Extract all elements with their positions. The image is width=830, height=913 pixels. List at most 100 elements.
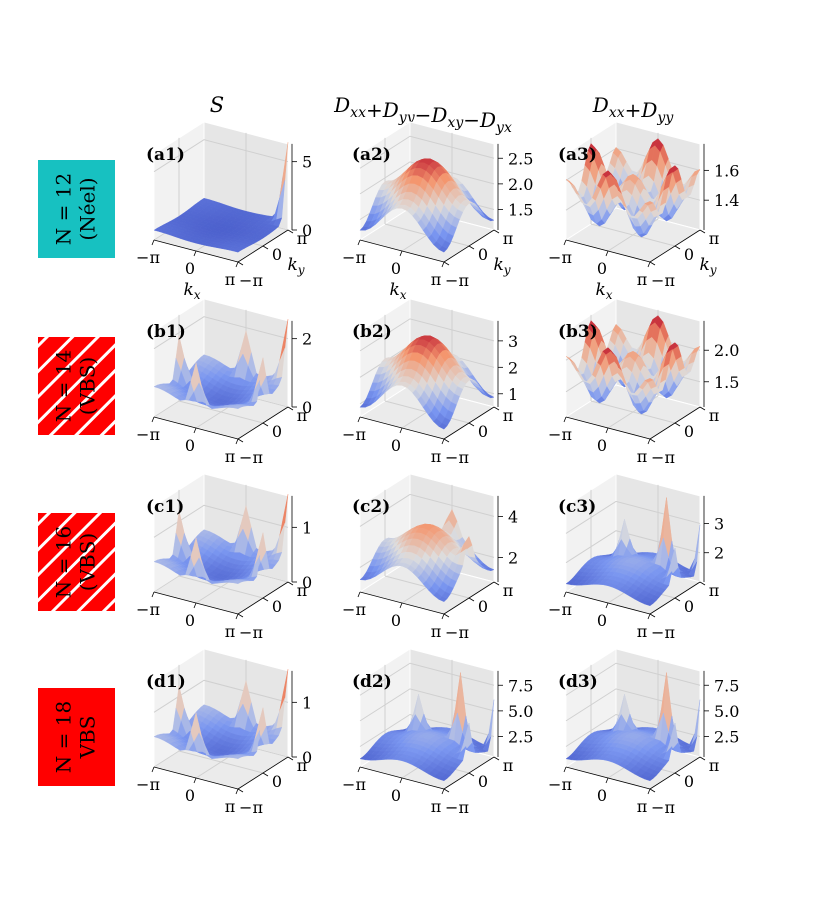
panel-label: (c3) bbox=[558, 497, 596, 517]
surface-cell bbox=[232, 248, 242, 253]
ky-tick-label: π bbox=[297, 406, 308, 425]
panel-label: (b3) bbox=[558, 322, 598, 342]
kx-tick-label: −π bbox=[136, 775, 160, 794]
z-tick-label: 1.5 bbox=[714, 373, 739, 392]
ky-tick-label: −π bbox=[445, 271, 469, 290]
panel-label: (a2) bbox=[352, 145, 391, 165]
ky-tick-label: 0 bbox=[478, 772, 488, 791]
surface bbox=[359, 672, 495, 782]
ky-tick-label: 0 bbox=[272, 245, 282, 264]
surface bbox=[565, 315, 701, 415]
surface-cell bbox=[438, 423, 448, 430]
surface bbox=[359, 508, 495, 602]
surface-cell bbox=[438, 596, 448, 602]
surface bbox=[359, 335, 495, 430]
kx-tick-label: 0 bbox=[597, 436, 607, 455]
kx-tick-label: −π bbox=[548, 425, 572, 444]
z-tick-label: 1 bbox=[508, 385, 518, 404]
ky-tick-label: 0 bbox=[272, 597, 282, 616]
panel-label: (d2) bbox=[352, 672, 392, 692]
row-label-1: N = 12 (Néel) bbox=[38, 160, 115, 258]
z-tick-label: 1.5 bbox=[508, 201, 533, 220]
ky-tick-label: π bbox=[503, 406, 514, 425]
kx-tick-label: −π bbox=[548, 248, 572, 267]
kx-tick-label: 0 bbox=[597, 786, 607, 805]
row-label-2: N = 14 (VBS) bbox=[38, 337, 115, 435]
ky-tick-label: −π bbox=[445, 798, 469, 817]
surface bbox=[153, 319, 289, 409]
kx-tick-label: π bbox=[431, 797, 442, 816]
row-label-box bbox=[38, 160, 115, 258]
kx-tick-label: −π bbox=[342, 248, 366, 267]
z-tick-label: 5 bbox=[302, 153, 312, 172]
row-label-n: N = 12 bbox=[52, 173, 76, 245]
surface bbox=[565, 138, 701, 238]
surface bbox=[153, 142, 289, 253]
ky-tick-label: 0 bbox=[272, 772, 282, 791]
kx-tick-label: 0 bbox=[391, 611, 401, 630]
kx-tick-label: 0 bbox=[597, 259, 607, 278]
ky-tick-label: −π bbox=[445, 623, 469, 642]
kx-tick-label: 0 bbox=[185, 611, 195, 630]
kx-tick-label: π bbox=[637, 270, 648, 289]
ky-tick-label: π bbox=[709, 406, 720, 425]
surface bbox=[153, 669, 289, 759]
z-tick-label: 1 bbox=[302, 693, 312, 712]
kx-tick-label: 0 bbox=[185, 436, 195, 455]
z-tick-label: 7.5 bbox=[508, 676, 533, 695]
ky-tick-label: −π bbox=[445, 448, 469, 467]
ky-tick-label: −π bbox=[651, 448, 675, 467]
column-header-s: S bbox=[210, 93, 224, 117]
row-label-n: N = 16 bbox=[52, 526, 76, 598]
row-label-4: N = 18 VBS bbox=[38, 688, 115, 786]
row-label-box bbox=[38, 688, 115, 786]
ky-tick-label: −π bbox=[651, 798, 675, 817]
z-tick-label: 1.6 bbox=[714, 161, 739, 180]
kx-tick-label: π bbox=[637, 622, 648, 641]
row-label-box bbox=[38, 513, 115, 611]
ky-tick-label: 0 bbox=[478, 245, 488, 264]
kx-tick-label: π bbox=[637, 447, 648, 466]
ky-tick-label: 0 bbox=[684, 422, 694, 441]
kx-tick-label: −π bbox=[342, 425, 366, 444]
ky-tick-label: 0 bbox=[478, 422, 488, 441]
kx-tick-label: π bbox=[431, 447, 442, 466]
kx-tick-label: 0 bbox=[391, 436, 401, 455]
panel-label: (c1) bbox=[146, 497, 184, 517]
surface-cell bbox=[644, 201, 654, 206]
kx-tick-label: −π bbox=[136, 600, 160, 619]
kx-tick-label: π bbox=[637, 797, 648, 816]
surface-cell bbox=[644, 776, 654, 782]
ky-tick-label: π bbox=[503, 756, 514, 775]
kx-tick-label: −π bbox=[136, 248, 160, 267]
z-tick-label: 4 bbox=[508, 507, 518, 526]
kx-tick-label: −π bbox=[548, 775, 572, 794]
surface-cell bbox=[644, 378, 654, 383]
surface bbox=[359, 158, 495, 253]
panel-label: (c2) bbox=[352, 497, 390, 517]
kx-tick-label: −π bbox=[136, 425, 160, 444]
z-tick-label: 0 bbox=[302, 573, 312, 592]
z-tick-label: 2.5 bbox=[508, 149, 533, 168]
z-tick-label: 2 bbox=[508, 548, 518, 567]
panel-label: (b2) bbox=[352, 322, 392, 342]
ky-tick-label: 0 bbox=[478, 597, 488, 616]
row-label-n: N = 18 bbox=[52, 701, 76, 773]
row-label-phase: VBS bbox=[76, 716, 100, 760]
row-label-phase: (VBS) bbox=[76, 357, 100, 415]
kx-tick-label: π bbox=[225, 270, 236, 289]
row-label-n: N = 14 bbox=[52, 350, 76, 422]
kx-tick-label: −π bbox=[342, 775, 366, 794]
kx-axis-label: kx bbox=[183, 280, 200, 302]
kx-tick-label: 0 bbox=[597, 611, 607, 630]
kx-tick-label: 0 bbox=[185, 259, 195, 278]
